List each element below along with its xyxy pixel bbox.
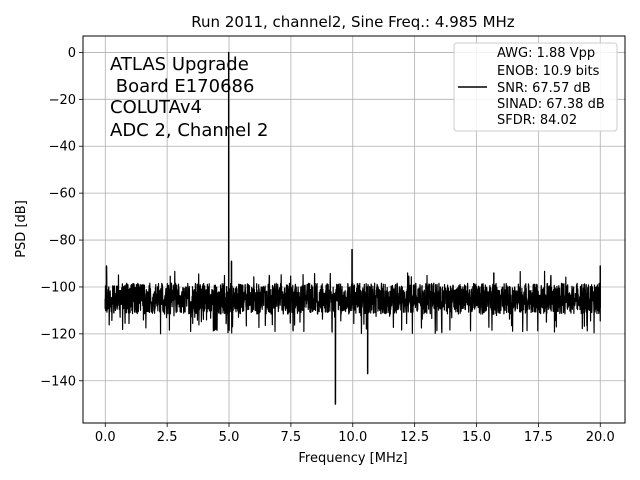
legend-line-3: SNR: 67.57 dB [497, 81, 591, 96]
x-tick-label: 20.0 [586, 430, 615, 445]
y-tick-label: −140 [40, 374, 76, 389]
annotation-line-4: ADC 2, Channel 2 [110, 120, 268, 141]
trace-layer [104, 51, 601, 405]
legend-line-1: AWG: 1.88 Vpp [497, 46, 595, 61]
y-tick-label: −80 [49, 234, 76, 249]
annotation-line-3: COLUTAv4 [110, 97, 202, 118]
legend-line-5: SFDR: 84.02 [497, 113, 577, 128]
psd-trace [104, 51, 601, 405]
y-ticks: 0 −20 −40 −60 −80 −100 −120 −140 [40, 46, 83, 389]
chart-title: Run 2011, channel2, Sine Freq.: 4.985 MH… [191, 13, 515, 31]
x-tick-label: 2.5 [157, 430, 178, 445]
x-tick-label: 10.0 [338, 430, 367, 445]
legend: AWG: 1.88 Vpp ENOB: 10.9 bits SNR: 67.57… [453, 42, 618, 132]
legend-line-2: ENOB: 10.9 bits [497, 64, 600, 79]
y-tick-label: −120 [40, 327, 76, 342]
y-tick-label: −40 [49, 140, 76, 155]
x-tick-label: 12.5 [400, 430, 429, 445]
annotation-line-2: Board E170686 [110, 76, 254, 97]
x-axis-label: Frequency [MHz] [298, 451, 407, 466]
annotation-line-1: ATLAS Upgrade [110, 54, 249, 75]
x-tick-label: 7.5 [281, 430, 302, 445]
y-tick-label: −100 [40, 280, 76, 295]
x-ticks: 0.0 2.5 5.0 7.5 10.0 12.5 15.0 17.5 20.0 [95, 423, 615, 445]
y-tick-label: −20 [49, 93, 76, 108]
annotation-block: ATLAS Upgrade Board E170686 COLUTAv4 ADC… [110, 54, 268, 141]
plot-frame [82, 35, 626, 424]
x-tick-label: 15.0 [462, 430, 491, 445]
legend-line-4: SINAD: 67.38 dB [497, 97, 605, 112]
legend-box [453, 42, 618, 132]
x-tick-label: 5.0 [219, 430, 240, 445]
y-tick-label: 0 [68, 46, 76, 61]
y-tick-label: −60 [49, 187, 76, 202]
y-axis-label: PSD [dB] [14, 200, 29, 258]
x-tick-label: 0.0 [95, 430, 116, 445]
x-tick-label: 17.5 [524, 430, 553, 445]
